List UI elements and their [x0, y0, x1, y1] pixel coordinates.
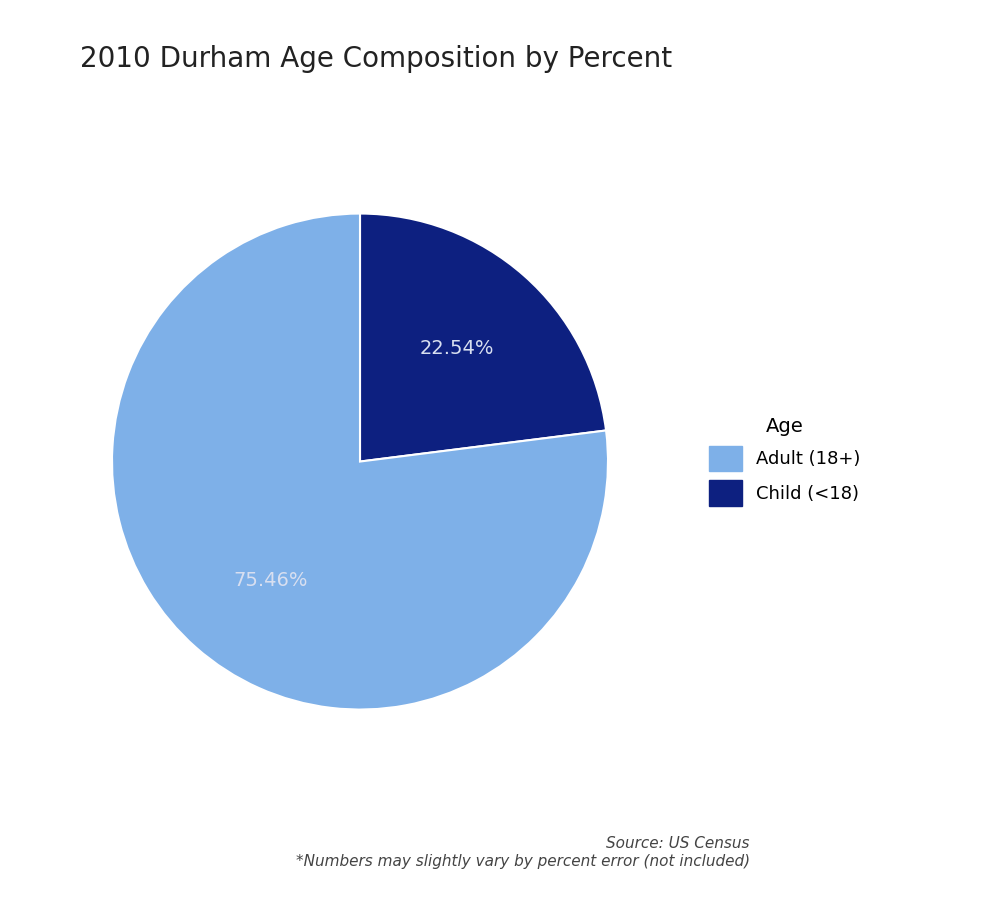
Legend: Adult (18+), Child (<18): Adult (18+), Child (<18) [691, 399, 879, 524]
Wedge shape [112, 214, 608, 710]
Text: 75.46%: 75.46% [233, 571, 308, 590]
Text: Source: US Census
*Numbers may slightly vary by percent error (not included): Source: US Census *Numbers may slightly … [296, 836, 750, 869]
Wedge shape [360, 214, 606, 462]
Text: 2010 Durham Age Composition by Percent: 2010 Durham Age Composition by Percent [80, 45, 672, 73]
Text: 22.54%: 22.54% [420, 339, 494, 358]
